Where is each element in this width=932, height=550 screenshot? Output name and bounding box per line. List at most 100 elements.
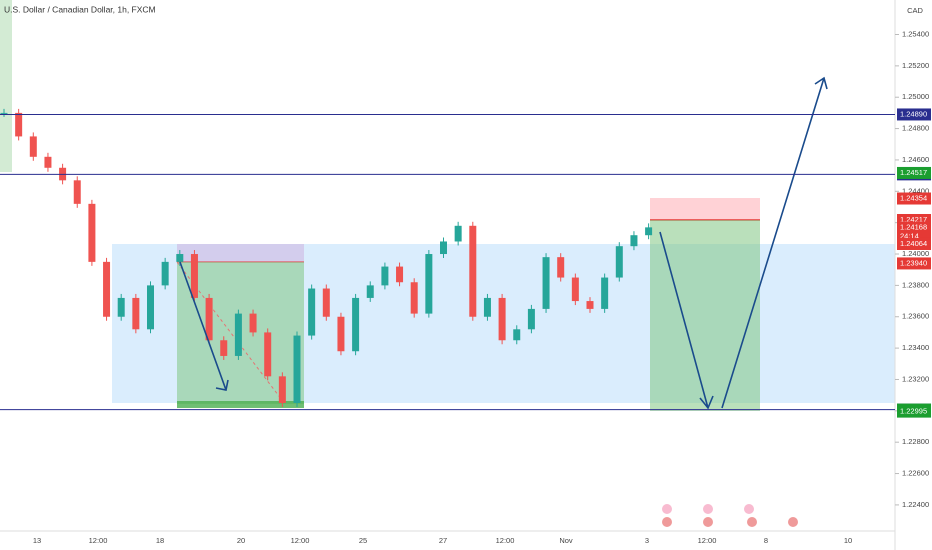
candle-body [586,301,594,309]
x-tick-label: 12:00 [89,536,108,545]
candle-body [454,225,462,242]
candle-body [73,180,81,204]
price-badge [897,221,931,242]
candle-body [601,277,609,309]
price-label: 1.23940 [900,258,927,267]
candle-body [571,277,579,302]
event-icon [747,517,757,527]
y-tick-label: 1.24000 [902,249,929,258]
arrow [659,231,714,410]
candle-body [483,297,491,317]
event-icon [662,504,672,514]
candle-body [249,313,257,333]
candle-body [0,112,8,114]
candle-body [15,112,23,137]
stop-zone [650,198,760,220]
candle-body [205,297,213,341]
candle-body [557,257,565,278]
event-icons [662,504,798,527]
candle-body [410,282,418,314]
price-label: 1.22995 [900,407,927,416]
candle-body [190,254,198,298]
x-tick-label: 12:00 [698,536,717,545]
event-icon [788,517,798,527]
price-label: 1.24517 [900,168,927,177]
x-tick-label: 27 [439,536,447,545]
price-badge [897,405,931,418]
x-tick-label: 12:00 [291,536,310,545]
x-tick-label: 10 [844,536,852,545]
y-tick-label: 1.23400 [902,343,929,352]
candle-body [352,297,360,352]
y-tick-label: 1.25000 [902,92,929,101]
candle-body [322,288,330,317]
event-icon [744,504,754,514]
candle-body [615,246,623,278]
event-icon [703,517,713,527]
candle-body [513,329,521,341]
candle-body [337,316,345,352]
candle-body [264,332,272,377]
candle-body [132,297,140,330]
y-tick-label: 1.24600 [902,155,929,164]
price-badge [897,237,931,250]
candle-body [645,227,653,236]
arrow [179,261,229,391]
x-tick-label: 20 [237,536,245,545]
candle-body [542,257,550,309]
x-tick-label: 12:00 [496,536,515,545]
x-tick-label: Nov [559,536,573,545]
highlight [0,0,12,172]
price-label: 1.24217 [900,215,927,224]
candle-body [308,288,316,336]
target-zone [650,220,760,411]
target-edge [177,401,304,408]
countdown-label: 24:14 [900,232,919,241]
event-icon [703,504,713,514]
price-badge [897,257,931,270]
y-tick-label: 1.25200 [902,61,929,70]
candle-body [176,254,184,262]
y-tick-label: 1.24400 [902,186,929,195]
candle-body [103,261,111,317]
y-tick-label: 1.23200 [902,374,929,383]
y-tick-label: 1.22400 [902,500,929,509]
y-tick-label: 1.22800 [902,437,929,446]
price-label: 1.24354 [900,193,927,202]
candle-body [220,340,228,356]
candle-body [278,376,286,403]
candle-body [527,308,535,330]
x-tick-label: 13 [33,536,41,545]
candle-body [88,203,96,262]
candle-body [425,254,433,314]
candle-body [147,285,154,330]
candle-body [29,136,37,157]
price-badge [897,192,931,205]
arrow [721,76,828,409]
y-tick-label: 1.24800 [902,124,929,133]
candle-body [44,156,52,168]
candle-body [630,235,638,247]
currency-label: CAD [907,6,923,15]
candle-body [469,225,477,317]
candle-body [234,313,242,356]
candle-body [293,335,301,403]
candle-body [117,297,125,317]
y-tick-label: 1.25400 [902,29,929,38]
candle-body [498,297,506,341]
x-tick-label: 3 [645,536,649,545]
price-badge [897,166,931,179]
candle-body [396,266,404,283]
candle-body [366,285,374,298]
candle-body [381,266,389,286]
x-tick-label: 18 [156,536,164,545]
candle-body [440,241,447,255]
candle-body [161,261,169,286]
y-tick-label: 1.23600 [902,312,929,321]
price-label: 1.24168 [900,223,927,232]
level-badge [897,108,931,121]
y-tick-label: 1.23800 [902,280,929,289]
level-label: 1.24890 [900,109,927,118]
event-icon [662,517,672,527]
